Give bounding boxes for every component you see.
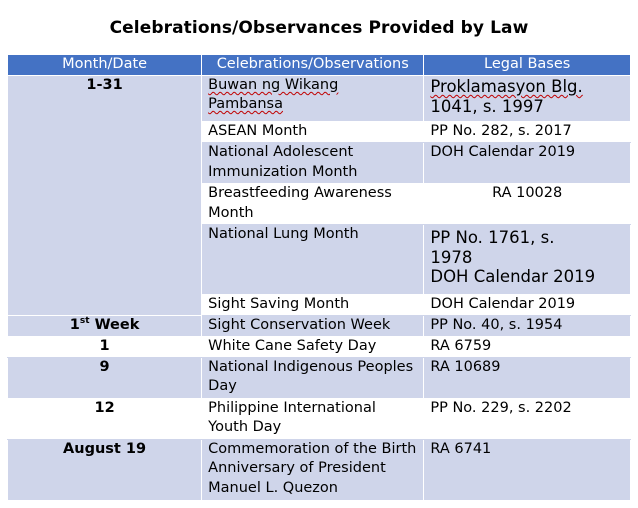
table-row: 12 Philippine International Youth Day PP… (6, 397, 631, 440)
table-header-row: Month/Date Celebrations/Observations Leg… (6, 54, 631, 76)
date-cell: 12 (6, 397, 203, 440)
table-row: National Adolescent Immunization Month D… (8, 142, 631, 184)
basis-text: 1041, s. 1997 (430, 96, 544, 116)
basis-text-part: Proklamasyon Blg. (430, 77, 583, 96)
table-row: 9 National Indigenous Peoples Day RA 106… (6, 356, 631, 399)
celebration-cell: ASEAN Month (201, 121, 425, 143)
celebration-cell: National Lung Month (201, 224, 425, 295)
celebration-cell: Sight Conservation Week (201, 314, 425, 337)
celebration-text: Pambansa (208, 96, 283, 112)
basis-cell: RA 6759 (423, 335, 631, 358)
basis-cell: DOH Calendar 2019 (423, 142, 631, 184)
celebrations-table: Month/Date Celebrations/Observations Leg… (6, 54, 631, 501)
date-number: 1 (69, 316, 80, 333)
table-row: National Lung Month PP No. 1761, s. 1978… (8, 224, 631, 295)
date-cell: 1st Week (6, 314, 203, 337)
celebration-cell: Breastfeeding Awareness Month (201, 183, 425, 225)
basis-text: Proklamasyon Blg. (430, 77, 582, 96)
header-celebrations: Celebrations/Observations (201, 54, 425, 76)
basis-cell: PP No. 1761, s. 1978 DOH Calendar 2019 (423, 224, 631, 295)
basis-cell: DOH Calendar 2019 (423, 294, 631, 316)
date-unit: Week (89, 316, 140, 333)
table-row: August 19 Commemoration of the Birth Ann… (6, 438, 631, 501)
celebration-cell: White Cane Safety Day (201, 335, 425, 358)
basis-text: 1978 (430, 247, 473, 267)
header-month-date: Month/Date (6, 54, 203, 76)
basis-cell: PP No. 229, s. 2202 (423, 397, 631, 440)
table-row: ASEAN Month PP No. 282, s. 2017 (8, 121, 631, 143)
basis-text: PP No. 1761, s. (430, 228, 555, 247)
header-legal-bases: Legal Bases (423, 54, 631, 76)
document-title: Celebrations/Observances Provided by Law (109, 18, 529, 38)
celebration-cell: Sight Saving Month (201, 294, 425, 316)
basis-cell: RA 6741 (423, 438, 631, 501)
celebration-cell: National Indigenous Peoples Day (201, 356, 425, 399)
celebration-cell: National Adolescent Immunization Month (201, 142, 425, 184)
celebration-cell: Buwan ng Wikang Pambansa (201, 75, 425, 122)
celebration-cell: Commemoration of the Birth Anniversary o… (201, 438, 425, 501)
basis-cell: PP No. 40, s. 1954 (423, 314, 631, 337)
celebration-text: Buwan ng Wikang (208, 77, 339, 93)
date-suffix: st (79, 315, 90, 326)
date-cell: 9 (6, 356, 203, 399)
date-cell: August 19 (6, 438, 203, 501)
basis-cell: RA 10689 (423, 356, 631, 399)
date-cell: 1 (6, 335, 203, 358)
table-row: 1-31 Buwan ng Wikang Pambansa Proklamasy… (6, 75, 631, 316)
basis-text: DOH Calendar 2019 (430, 267, 596, 286)
table-row: 1st Week Sight Conservation Week PP No. … (6, 314, 631, 337)
basis-cell: Proklamasyon Blg. 1041, s. 1997 (423, 75, 631, 122)
table-row: 1 White Cane Safety Day RA 6759 (6, 335, 631, 358)
basis-cell: PP No. 282, s. 2017 (423, 121, 631, 143)
date-cell: 1-31 (6, 75, 203, 316)
celebration-cell: Philippine International Youth Day (201, 397, 425, 440)
table-row: Sight Saving Month DOH Calendar 2019 (8, 294, 631, 316)
basis-cell: RA 10028 (423, 183, 631, 225)
